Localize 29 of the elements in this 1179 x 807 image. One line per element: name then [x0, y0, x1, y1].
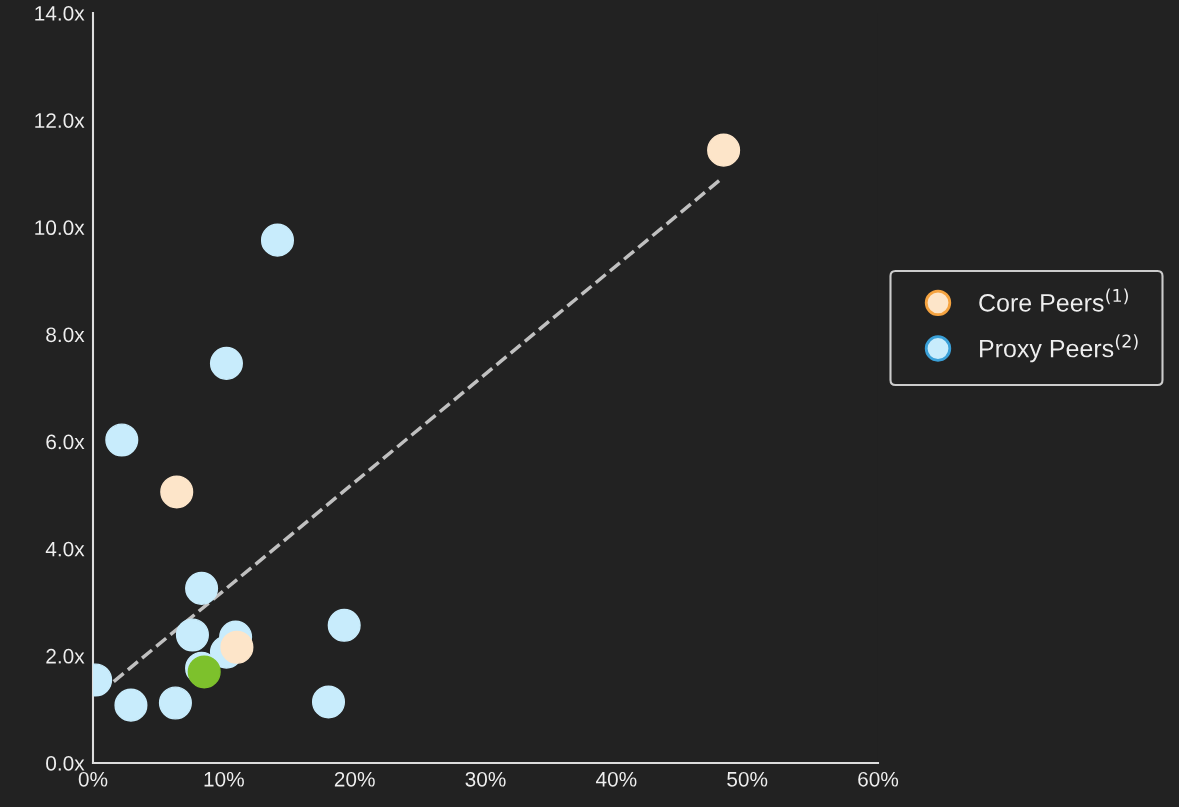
x-tick-label: 40%: [595, 771, 637, 787]
point: [311, 685, 346, 719]
y-tick-label: 2.0x: [46, 648, 85, 664]
y-tick-label: 4.0x: [45, 541, 85, 557]
y-tick-label: 12.0x: [35, 113, 85, 128]
point: [175, 618, 209, 652]
x-tick-label: 0%: [78, 771, 108, 787]
point: [327, 608, 361, 642]
y-tick-label: 10.0x: [35, 220, 85, 236]
point: [158, 686, 192, 720]
y-tick-label: 14.0x: [35, 6, 85, 21]
point: [114, 688, 148, 722]
y-tick-label: 0.0x: [46, 756, 85, 771]
x-tick-label: 30%: [465, 771, 506, 787]
x-tick-label: 20%: [334, 771, 375, 787]
y-tick-label: 8.0x: [46, 327, 85, 343]
point: [707, 133, 741, 167]
x-tick-label: 60%: [858, 771, 899, 787]
y-tick-label: 6.0x: [46, 434, 85, 450]
point: [220, 630, 254, 664]
point: [160, 475, 194, 509]
point: [185, 571, 219, 605]
point: [209, 346, 243, 380]
point: [260, 223, 295, 257]
point: [105, 423, 139, 457]
x-tick-label: 50%: [727, 771, 768, 787]
legend-label: Proxy Peers$^{(2)}$: [980, 334, 1138, 363]
legend-label: Core Peers$^{(1)}$: [979, 288, 1128, 312]
x-tick-label: 10%: [204, 771, 244, 787]
